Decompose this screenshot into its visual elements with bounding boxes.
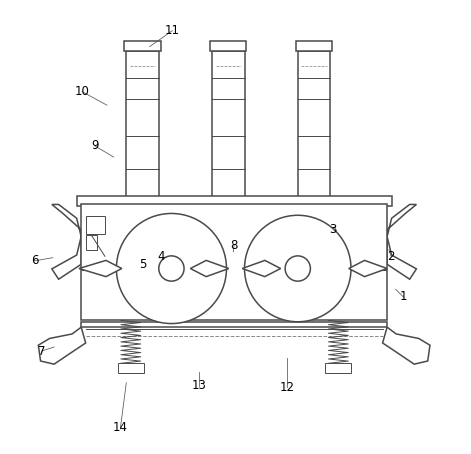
Bar: [118, 363, 144, 373]
Polygon shape: [52, 204, 81, 279]
Circle shape: [285, 256, 310, 281]
Polygon shape: [349, 261, 387, 276]
Text: 14: 14: [113, 421, 128, 434]
Bar: [77, 196, 391, 206]
Text: 6: 6: [31, 254, 39, 267]
Text: 11: 11: [165, 24, 180, 37]
Bar: [124, 41, 161, 51]
Bar: [86, 235, 97, 250]
Bar: [296, 41, 332, 51]
Text: 13: 13: [192, 380, 207, 392]
Polygon shape: [79, 261, 122, 276]
Circle shape: [244, 215, 351, 322]
Bar: [210, 41, 246, 51]
Circle shape: [159, 256, 184, 281]
Polygon shape: [387, 204, 416, 279]
Text: 8: 8: [230, 238, 238, 252]
Bar: [212, 51, 244, 202]
Polygon shape: [382, 327, 430, 364]
Text: 9: 9: [91, 139, 98, 152]
Text: 10: 10: [74, 85, 89, 98]
Text: 5: 5: [139, 257, 146, 271]
Bar: [126, 51, 159, 202]
Polygon shape: [38, 327, 86, 364]
Bar: [298, 51, 330, 202]
Bar: [325, 363, 351, 373]
Text: 4: 4: [157, 250, 165, 263]
Polygon shape: [242, 261, 281, 276]
Text: 7: 7: [38, 345, 45, 358]
Bar: [81, 322, 387, 327]
Text: 3: 3: [329, 223, 336, 236]
Text: 1: 1: [399, 291, 407, 303]
Text: 2: 2: [388, 250, 395, 263]
Text: 12: 12: [280, 381, 295, 394]
Bar: [81, 204, 387, 320]
Circle shape: [116, 213, 227, 324]
Bar: [86, 216, 105, 234]
Polygon shape: [190, 261, 229, 276]
